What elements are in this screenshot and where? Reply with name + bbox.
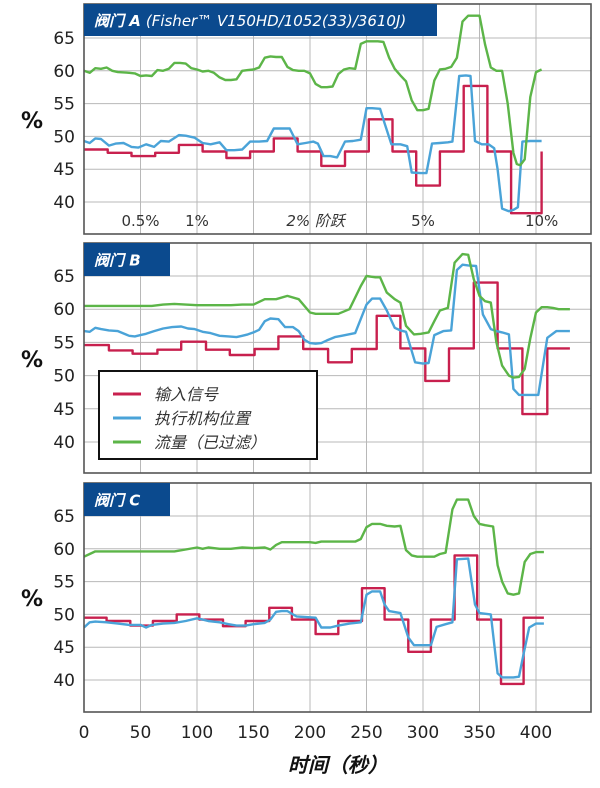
legend-label: 流量（已过滤）	[154, 433, 266, 452]
y-tick-label: 60	[53, 540, 75, 560]
legend-label: 输入信号	[154, 385, 219, 404]
y-axis-label: %	[21, 109, 43, 134]
y-tick-label: 45	[53, 638, 75, 658]
panel-title: 阀门 C	[94, 492, 140, 510]
series-input-signal	[84, 554, 544, 686]
plot-border	[83, 482, 592, 713]
x-tick-label: 200	[294, 723, 326, 743]
y-tick-label: 65	[53, 29, 75, 49]
y-tick-label: 65	[53, 507, 75, 527]
series-flow	[83, 14, 543, 167]
legend-label: 执行机构位置	[154, 409, 252, 428]
y-tick-label: 45	[53, 400, 75, 420]
y-tick-label: 40	[53, 433, 75, 453]
series-flow	[84, 252, 570, 379]
panel-title: 阀门 B	[94, 252, 141, 270]
series-actuator-position	[83, 74, 542, 213]
y-axis-label: %	[21, 348, 43, 373]
plot-border	[83, 242, 592, 474]
series-actuator-position	[83, 557, 544, 679]
step-size-annotation: 2% 阶跃	[286, 212, 347, 230]
panel-title-bar	[84, 483, 170, 516]
y-tick-label: 65	[53, 267, 75, 287]
step-size-annotation: 10%	[525, 212, 558, 230]
x-tick-label: 150	[237, 723, 269, 743]
legend-box	[98, 370, 318, 460]
x-tick-label: 100	[181, 723, 213, 743]
plot-area	[84, 483, 591, 712]
y-tick-label: 50	[53, 367, 75, 387]
series-input-signal	[84, 281, 570, 416]
panel-a: 40 45 50 55 60 65% 0.5% 1% 2% 阶跃 5% 10% 阀门 A (Fisher…	[21, 3, 592, 235]
panel-title-bar	[84, 4, 437, 36]
x-tick-label: 400	[520, 723, 552, 743]
x-tick-label: 50	[130, 723, 152, 743]
panel-title: 阀门 A (Fisher™ V150HD/1052(33)/3610J)	[94, 12, 406, 30]
gridlines	[84, 4, 591, 234]
y-tick-label: 40	[53, 671, 75, 691]
panel-c: 40 45 50 55 60 65% 阀门 C	[21, 482, 592, 713]
plot-area	[84, 4, 591, 234]
y-tick-label: 60	[53, 300, 75, 320]
x-axis-title: 时间（秒）	[288, 753, 388, 777]
step-size-annotation: 5%	[411, 212, 435, 230]
y-tick-label: 50	[53, 127, 75, 147]
x-tick-label: 350	[463, 723, 495, 743]
x-tick-label: 300	[407, 723, 439, 743]
x-axis: 0 50 100 150 200 250 300 350 400 时间（秒）	[79, 723, 553, 777]
y-tick-label: 60	[53, 62, 75, 82]
x-tick-label: 0	[79, 723, 90, 743]
y-axis-label: %	[21, 587, 43, 612]
step-size-annotation: 0.5%	[121, 212, 159, 230]
step-size-annotation: 1%	[185, 212, 209, 230]
x-tick-label: 250	[350, 723, 382, 743]
panel-title-bar	[84, 243, 170, 276]
y-tick-label: 55	[53, 573, 75, 593]
y-tick-label: 40	[53, 193, 75, 213]
series-actuator-position	[83, 263, 570, 397]
y-tick-label: 45	[53, 160, 75, 180]
y-tick-label: 55	[53, 95, 75, 115]
series-flow	[83, 498, 544, 596]
y-tick-label: 50	[53, 605, 75, 625]
y-tick-label: 55	[53, 333, 75, 353]
